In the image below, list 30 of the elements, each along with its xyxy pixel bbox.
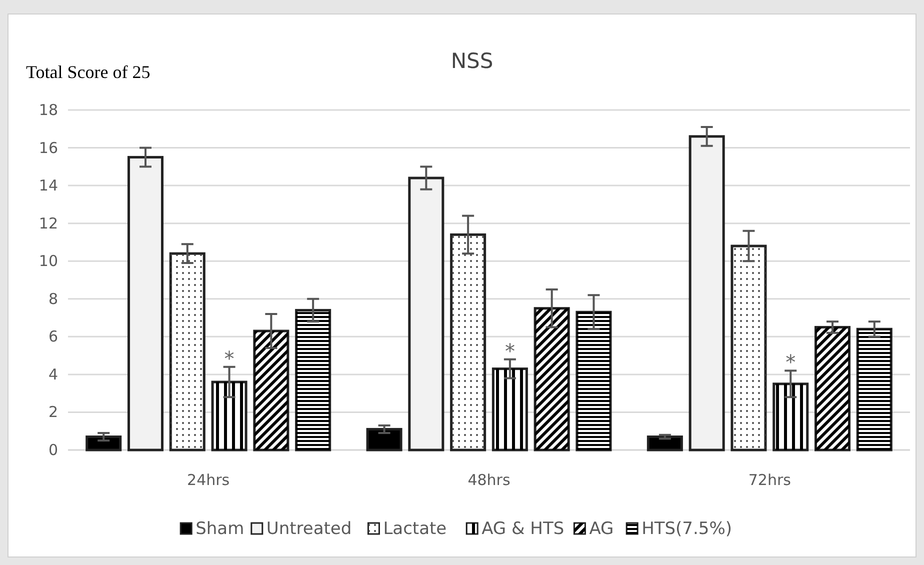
chart-title: NSS [450, 49, 494, 73]
y-tick-label: 18 [38, 101, 58, 119]
legend-label: HTS(7.5%) [642, 519, 732, 539]
bar [688, 135, 725, 452]
y-tick-label: 2 [48, 403, 58, 422]
legend-label: Lactate [383, 519, 447, 539]
bar [646, 436, 683, 452]
bar [86, 436, 122, 452]
bar [127, 156, 164, 452]
y-tick-label: 14 [38, 176, 58, 195]
legend-label: AG & HTS [482, 519, 564, 539]
bar [366, 428, 402, 452]
y-tick-label: 10 [38, 252, 58, 270]
y-tick-label: 8 [48, 290, 58, 308]
annotation: * [786, 350, 796, 374]
y-tick-label: 4 [48, 365, 58, 384]
bar [408, 176, 444, 452]
legend-label: Untreated [266, 519, 352, 539]
annotation: * [224, 346, 234, 370]
x-tick-label: 24hrs [187, 471, 230, 489]
y-tick-label: 6 [48, 328, 58, 346]
y-tick-label: 0 [48, 441, 58, 459]
annotation: * [504, 338, 515, 363]
y-tick-label: 12 [38, 214, 58, 232]
y-axis-title: Total Score of 25 [26, 62, 150, 82]
x-tick-label: 48hrs [468, 471, 510, 489]
legend-label: AG [589, 519, 614, 539]
y-tick-label: 16 [38, 138, 58, 157]
x-tick-label: 72hrs [748, 471, 792, 489]
legend-label: Sham [196, 519, 244, 539]
